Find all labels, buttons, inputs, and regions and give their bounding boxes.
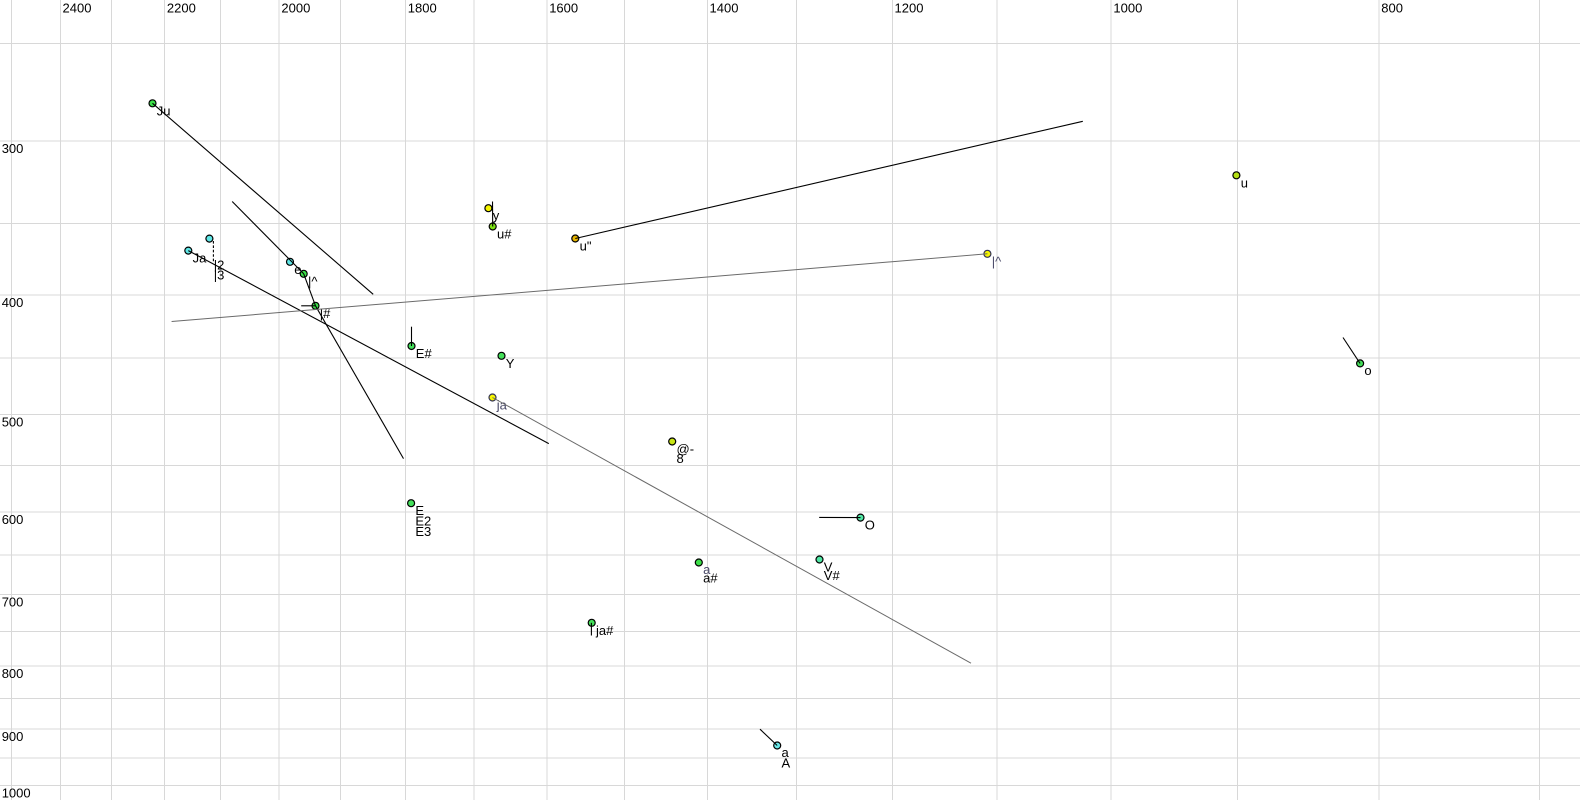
svg-text:u": u" bbox=[580, 239, 592, 254]
svg-text:@-: @- bbox=[677, 442, 695, 457]
svg-text:600: 600 bbox=[2, 512, 24, 527]
svg-text:1600: 1600 bbox=[549, 0, 578, 15]
svg-text:800: 800 bbox=[2, 666, 24, 681]
svg-text:e: e bbox=[294, 262, 301, 277]
svg-text:o: o bbox=[1364, 363, 1371, 378]
svg-text:900: 900 bbox=[2, 729, 24, 744]
svg-text:400: 400 bbox=[2, 295, 24, 310]
svg-text:E2: E2 bbox=[415, 514, 431, 529]
svg-text:V: V bbox=[824, 560, 833, 575]
svg-text:1800: 1800 bbox=[408, 0, 437, 15]
svg-text:u: u bbox=[1241, 175, 1248, 190]
svg-text:E: E bbox=[415, 503, 424, 518]
svg-text:Y: Y bbox=[506, 356, 515, 371]
svg-text:|^: |^ bbox=[308, 274, 318, 289]
svg-text:2400: 2400 bbox=[63, 0, 92, 15]
svg-text:ja: ja bbox=[496, 398, 508, 413]
svg-text:O: O bbox=[865, 518, 875, 533]
svg-text:a: a bbox=[703, 562, 711, 577]
svg-text:800: 800 bbox=[1381, 0, 1403, 15]
svg-text:300: 300 bbox=[2, 141, 24, 156]
svg-text:a#: a# bbox=[703, 571, 718, 586]
svg-text:2200: 2200 bbox=[167, 0, 196, 15]
svg-text:A: A bbox=[782, 756, 791, 771]
svg-text:E#: E# bbox=[416, 346, 433, 361]
svg-text:y: y bbox=[493, 208, 500, 223]
svg-text:E3: E3 bbox=[415, 524, 431, 539]
svg-text:2000: 2000 bbox=[281, 0, 310, 15]
svg-text:a: a bbox=[782, 745, 790, 760]
svg-text:u#: u# bbox=[497, 227, 512, 242]
svg-text:1000: 1000 bbox=[1113, 0, 1142, 15]
svg-text:Ju: Ju bbox=[157, 103, 171, 118]
svg-text:|3: |3 bbox=[214, 267, 225, 282]
svg-text:Ja: Ja bbox=[193, 251, 208, 266]
svg-text:V#: V# bbox=[824, 568, 841, 583]
svg-text:|^: |^ bbox=[992, 254, 1002, 269]
svg-text:ja#: ja# bbox=[595, 623, 614, 638]
svg-text:1000: 1000 bbox=[2, 786, 31, 800]
svg-text:|#: |# bbox=[320, 306, 331, 321]
svg-text:1400: 1400 bbox=[710, 0, 739, 15]
svg-text:500: 500 bbox=[2, 415, 24, 430]
svg-text:700: 700 bbox=[2, 595, 24, 610]
svg-text:|2: |2 bbox=[214, 258, 225, 273]
svg-text:1200: 1200 bbox=[895, 0, 924, 15]
svg-text:8: 8 bbox=[677, 451, 684, 466]
